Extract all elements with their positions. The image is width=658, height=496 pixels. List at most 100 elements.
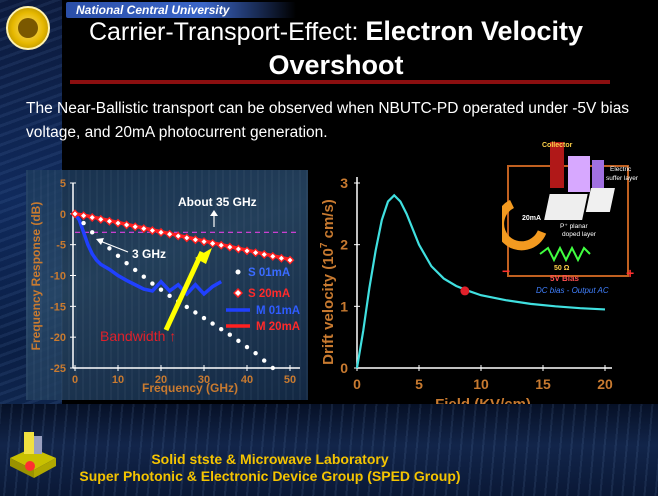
left-y-tick-label: -10 xyxy=(50,271,66,283)
data-point xyxy=(173,231,183,241)
inset-doped-label: doped layer xyxy=(562,231,597,238)
data-point xyxy=(270,365,275,371)
data-point xyxy=(208,238,218,248)
left-x-tick-label: 50 xyxy=(284,374,296,386)
left-x-tick-label: 20 xyxy=(155,374,167,386)
annotation-about-35ghz: About 35 GHz xyxy=(178,195,257,209)
data-point xyxy=(201,315,207,321)
inset-dc-label: DC bias - Output AC xyxy=(536,286,609,295)
data-point xyxy=(165,229,175,239)
data-point xyxy=(87,213,97,223)
data-point xyxy=(130,222,140,232)
left-x-tick-label: 10 xyxy=(112,374,124,386)
legend-swatch xyxy=(233,288,243,298)
left-y-tick-label: -20 xyxy=(50,332,66,344)
data-point xyxy=(253,351,258,356)
bandwidth-arrowhead-icon xyxy=(195,248,212,264)
title-prefix: Carrier-Transport-Effect: xyxy=(88,18,366,46)
data-point xyxy=(70,209,80,219)
right-x-tick-label: 0 xyxy=(353,376,361,392)
legend-swatch xyxy=(235,269,241,275)
data-point xyxy=(133,267,138,273)
right-x-tick-label: 10 xyxy=(473,376,489,392)
data-point xyxy=(122,220,132,230)
right-x-tick-label: 5 xyxy=(415,376,423,392)
legend-label: S 01mA xyxy=(248,267,290,279)
left-y-tick-label: -25 xyxy=(50,363,66,375)
annotation-arrow-3ghz xyxy=(99,240,129,253)
data-point xyxy=(79,211,89,221)
title-rule xyxy=(70,80,610,84)
data-point xyxy=(242,246,252,256)
footer-band xyxy=(0,404,658,496)
footer-lab-name: Solid stste & Microwave Laboratory xyxy=(151,451,389,467)
collector-bar xyxy=(550,142,564,188)
data-point xyxy=(190,235,200,245)
right-y-tick-label: 0 xyxy=(340,360,348,376)
layer-violet xyxy=(592,160,604,194)
inset-resistor-label: 50 Ω xyxy=(554,265,570,272)
current-arrow-icon xyxy=(502,199,547,251)
data-point xyxy=(193,310,198,315)
data-point xyxy=(225,242,235,252)
bandwidth-arrow xyxy=(163,250,205,332)
data-point xyxy=(150,281,155,286)
data-point xyxy=(182,233,192,243)
inset-p-planar-label: P⁺ planar xyxy=(560,223,588,230)
legend-label: S 20mA xyxy=(248,288,290,300)
data-point xyxy=(124,260,129,266)
body-text: The Near-Ballistic transport can be obse… xyxy=(26,100,630,141)
right-x-tick-label: 20 xyxy=(597,376,613,392)
data-point xyxy=(156,227,166,237)
device-chip-icon xyxy=(10,432,56,478)
frequency-response-chart: 50-5-10-15-20-25 0 10 20 30 40 50 Frequency (… xyxy=(29,178,300,395)
legend-label: M 20mA xyxy=(256,321,300,333)
data-point xyxy=(141,274,146,279)
data-point xyxy=(244,344,250,350)
series-line-m-01ma xyxy=(73,212,223,297)
device-inset-diagram: Collector Electric suffer layer 20mA P⁺ … xyxy=(502,142,639,295)
data-point xyxy=(251,248,261,258)
data-point xyxy=(199,237,209,247)
data-point xyxy=(90,230,95,235)
left-x-axis-label: Frequency (GHz) xyxy=(142,381,238,395)
slide-title: Carrier-Transport-Effect: Electron Veloc… xyxy=(0,16,658,47)
annotation-bandwidth: Bandwidth ↑ xyxy=(100,328,176,344)
data-point xyxy=(113,218,123,228)
left-x-tick-label: 40 xyxy=(241,374,253,386)
left-x-tick-label: 0 xyxy=(72,374,78,386)
layer-white xyxy=(544,194,588,220)
arrowhead-up-icon xyxy=(210,210,218,216)
left-x-tick-label: 30 xyxy=(198,374,210,386)
inset-electric-label: Electric xyxy=(610,166,632,173)
right-y-tick-label: 2 xyxy=(340,237,348,253)
university-banner xyxy=(66,2,296,18)
data-point xyxy=(139,224,149,234)
data-point xyxy=(104,216,114,226)
data-point xyxy=(227,332,232,337)
drift-velocity-curve xyxy=(355,193,606,369)
data-point xyxy=(259,250,269,260)
right-y-axis-label: Drift velocity (107 cm/s) xyxy=(319,199,337,365)
data-point xyxy=(167,293,172,299)
data-point xyxy=(115,253,121,258)
annotation-3ghz: 3 GHz xyxy=(132,247,166,261)
right-y-tick-label: 1 xyxy=(340,298,348,314)
left-y-axis-label: Frequency Response (dB) xyxy=(29,202,43,351)
data-point xyxy=(210,321,215,326)
inset-current-label: 20mA xyxy=(522,215,541,222)
layer-white-2 xyxy=(585,188,615,212)
layer-purple xyxy=(568,156,590,192)
inset-plus-sign: + xyxy=(626,265,634,281)
footer-group-name: Super Photonic & Electronic Device Group… xyxy=(79,468,461,484)
data-point xyxy=(184,304,189,310)
resistor-icon xyxy=(539,245,591,263)
data-point xyxy=(268,251,278,261)
inset-bias-label: 5V Bias xyxy=(550,274,579,283)
left-chart-legend: S 01mA S 20mA M 01mA M 20mA xyxy=(226,267,300,333)
inset-collector-label: Collector xyxy=(542,142,573,149)
arrowhead-icon xyxy=(96,238,104,245)
data-point xyxy=(147,225,157,235)
data-point xyxy=(81,220,86,226)
title-main: Electron Velocity xyxy=(365,16,584,46)
